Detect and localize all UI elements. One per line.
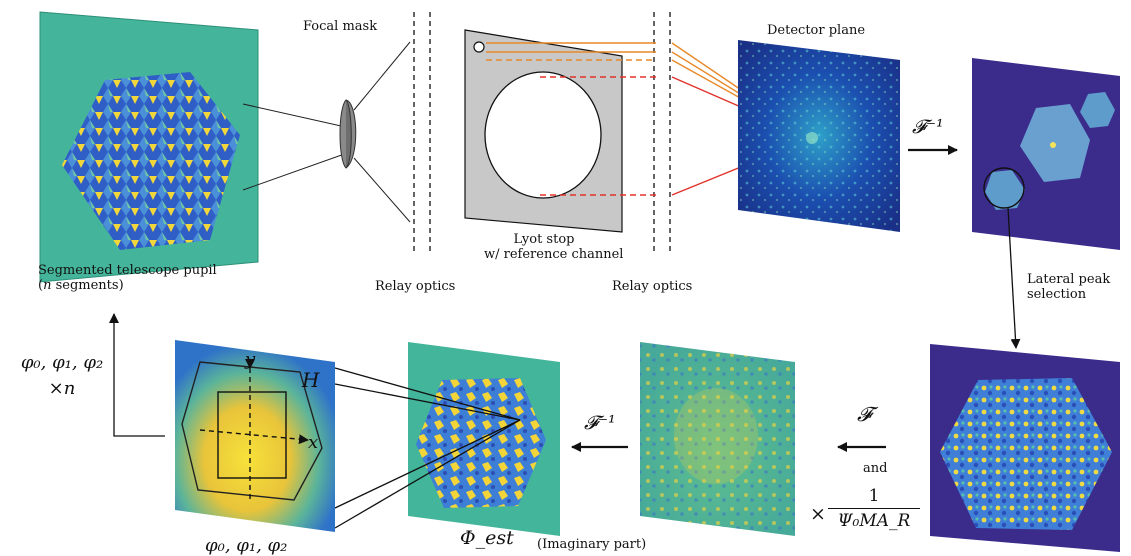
pupil-label-line1: Segmented telescope pupil xyxy=(38,263,217,278)
phi-est-panel xyxy=(408,342,560,536)
selected-peak-panel xyxy=(930,344,1120,552)
relay-optics-right-lines xyxy=(653,12,671,252)
phases-bottom-label: φ₀, φ₁, φ₂ xyxy=(205,535,288,556)
pupil-label-n: n xyxy=(43,278,52,293)
zoomed-segment-panel xyxy=(175,340,335,532)
imaginary-part-label: (Imaginary part) xyxy=(537,537,647,552)
detector-plane-panel xyxy=(738,40,900,232)
hex-H-label: H xyxy=(302,368,320,392)
lyot-stop-label-line1: Lyot stop xyxy=(513,232,575,247)
pupil-label: Segmented telescope pupil (n segments) xyxy=(38,263,217,293)
feedback-arrow xyxy=(109,313,165,437)
phi-est-label: Φ_est xyxy=(460,527,514,549)
phases-left-label: φ₀, φ₁, φ₂ ×n xyxy=(12,350,112,402)
normalization-fraction: 1 Ψ₀MA_R xyxy=(828,486,920,531)
lyot-stop-label-line2: w/ reference channel xyxy=(484,247,624,262)
focal-mask-lens xyxy=(339,99,357,169)
inverse-fourier-top-label: 𝓕⁻¹ xyxy=(912,116,944,138)
inverse-fourier-bottom-label: 𝓕⁻¹ xyxy=(584,412,616,434)
arrow-peak-selection xyxy=(1007,207,1021,349)
pupil-to-mask-lines xyxy=(242,103,351,191)
lateral-peak-label: Lateral peak selection xyxy=(1027,272,1110,302)
axis-y-label: y xyxy=(245,349,256,370)
fraction-bar xyxy=(828,508,920,509)
zoom-lines xyxy=(334,367,521,529)
and-label: and xyxy=(863,461,888,476)
fft-peaks-panel xyxy=(972,58,1120,250)
lateral-peak-label-line2: selection xyxy=(1027,287,1087,302)
times-label: × xyxy=(810,503,826,525)
mask-to-relay-lines xyxy=(353,41,411,223)
relay-optics-left-lines xyxy=(413,12,431,252)
axis-x-label: x xyxy=(308,432,319,453)
phases-left-line2: ×n xyxy=(48,378,76,399)
fraction-denominator: Ψ₀MA_R xyxy=(837,511,911,531)
focal-mask-label: Focal mask xyxy=(303,19,378,34)
fraction-numerator: 1 xyxy=(868,486,880,506)
segmented-pupil-panel xyxy=(39,11,259,283)
lyot-stop-plate xyxy=(464,29,623,233)
relay-optics-left-label: Relay optics xyxy=(375,279,456,294)
fourier-intermediate-panel xyxy=(640,342,795,536)
pupil-label-line2: segments) xyxy=(55,278,124,293)
relay-optics-right-label: Relay optics xyxy=(612,279,693,294)
fourier-label: 𝓕 xyxy=(857,402,872,426)
detector-plane-label: Detector plane xyxy=(767,23,866,38)
lateral-peak-label-line1: Lateral peak xyxy=(1027,272,1111,287)
phases-left-line1: φ₀, φ₁, φ₂ xyxy=(20,352,104,373)
lyot-stop-label: Lyot stop w/ reference channel xyxy=(484,232,623,262)
